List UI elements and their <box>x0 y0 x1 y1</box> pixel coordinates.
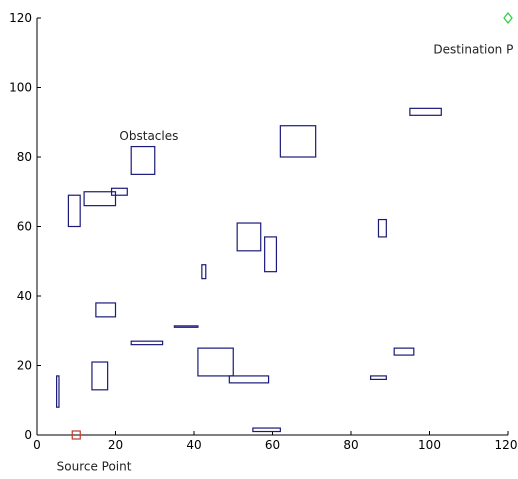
obstacle-rect <box>264 236 278 273</box>
source-point-marker <box>71 430 81 440</box>
x-tick-label: 60 <box>265 438 280 452</box>
obstacle-rect <box>83 191 117 207</box>
obstacle-rect <box>377 218 387 238</box>
y-tick-label: 20 <box>17 359 32 373</box>
obstacle-rect <box>67 194 81 228</box>
obstacle-rect <box>370 375 387 380</box>
annotations-group: Source Point Destination P Obstacles <box>57 42 514 473</box>
obstacle-rect <box>236 222 262 252</box>
y-tick-label: 100 <box>9 81 32 95</box>
obstacles-label: Obstacles <box>119 129 178 143</box>
x-tick-label: 0 <box>33 438 41 452</box>
endpoint-markers <box>71 12 513 440</box>
obstacle-rect <box>197 347 234 377</box>
x-tick-label: 120 <box>495 438 518 452</box>
obstacle-rect <box>130 145 156 175</box>
x-tick-label: 20 <box>108 438 123 452</box>
obstacle-rect <box>252 427 281 433</box>
source-point-label: Source Point <box>57 459 132 473</box>
destination-point-marker <box>503 12 513 24</box>
obstacle-rect <box>95 302 117 318</box>
y-tick-label: 0 <box>24 428 32 442</box>
obstacle-rect <box>201 264 207 280</box>
y-tick-label: 40 <box>17 289 32 303</box>
obstacle-rect <box>409 107 442 116</box>
y-tick-label: 60 <box>17 220 32 234</box>
obstacle-rect <box>228 375 270 384</box>
obstacle-rect <box>91 361 109 391</box>
obstacles-group <box>56 107 442 433</box>
obstacle-rect <box>56 375 60 408</box>
obstacle-rect <box>279 125 317 158</box>
y-tick-label: 80 <box>17 150 32 164</box>
obstacle-rect <box>173 325 199 328</box>
destination-point-label: Destination P <box>433 42 513 56</box>
x-tick-label: 40 <box>186 438 201 452</box>
y-tick-label: 120 <box>9 11 32 25</box>
axis-ticks: 0 20 40 60 80 100 120 0 20 40 60 80 100 120 <box>9 11 517 452</box>
x-tick-label: 100 <box>418 438 441 452</box>
obstacle-rect <box>393 347 415 356</box>
obstacle-rect <box>130 340 164 346</box>
obstacle-rect <box>110 187 128 196</box>
x-tick-label: 80 <box>343 438 358 452</box>
